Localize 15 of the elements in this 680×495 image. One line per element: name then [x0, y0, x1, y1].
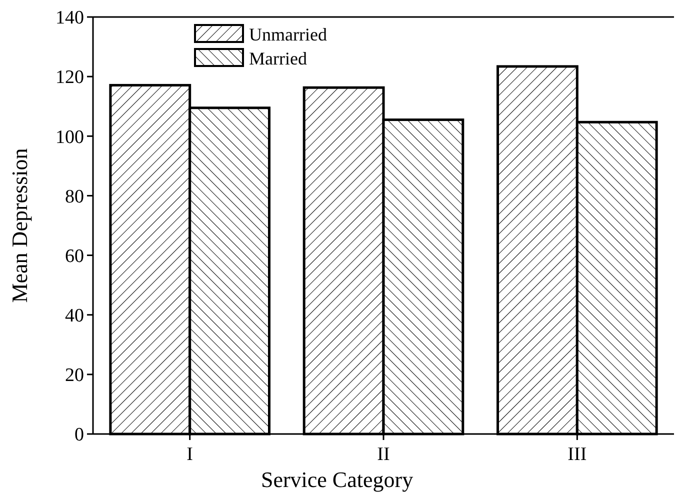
x-tick-label: II	[377, 444, 390, 465]
y-tick-label: 0	[74, 424, 84, 446]
y-tick-label: 140	[56, 8, 84, 29]
y-tick-label: 80	[65, 186, 84, 208]
legend-label: Married	[249, 48, 307, 68]
y-tick-label: 20	[65, 365, 84, 386]
y-tick-label: 60	[65, 246, 84, 267]
y-axis-title: Mean Depression	[7, 148, 32, 303]
y-tick-label: 40	[65, 306, 84, 327]
x-axis-title: Service Category	[260, 467, 414, 492]
y-tick-label: 100	[56, 126, 84, 148]
x-tick-label: III	[568, 444, 587, 465]
legend-label: Unmarried	[249, 24, 327, 44]
x-tick-label: I	[186, 444, 193, 465]
y-tick-label: 120	[56, 67, 84, 88]
